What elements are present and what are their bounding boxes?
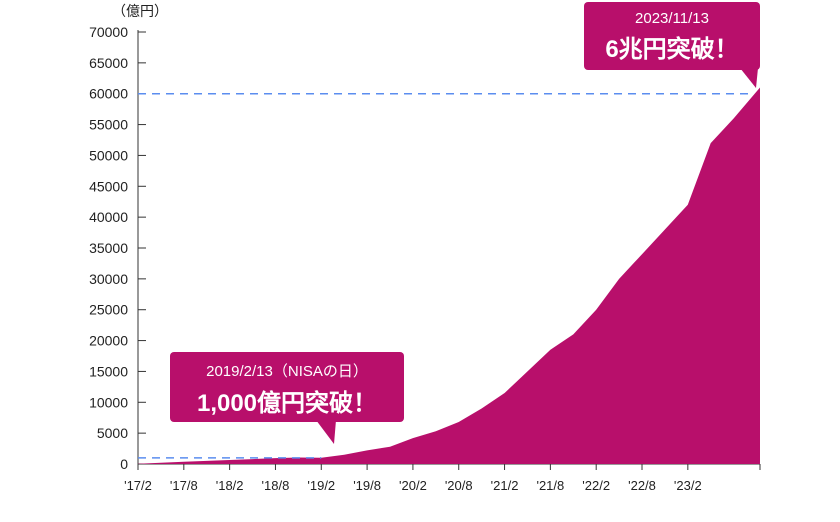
- x-tick-label: '18/8: [262, 478, 290, 493]
- y-tick-label: 70000: [89, 24, 128, 40]
- y-tick-label: 20000: [89, 333, 128, 349]
- x-tick-label: '19/8: [353, 478, 381, 493]
- callout-top-headline: 6兆円突破！: [605, 36, 739, 63]
- y-tick-label: 35000: [89, 240, 128, 256]
- x-tick-label: '17/8: [170, 478, 198, 493]
- y-tick-label: 65000: [89, 55, 128, 71]
- y-axis: 0 5000 10000 15000 20000 25000 30000 35000 40000…: [89, 24, 146, 472]
- y-tick-label: 55000: [89, 117, 128, 133]
- x-tick-label: '20/8: [445, 478, 473, 493]
- y-tick-label: 40000: [89, 209, 128, 225]
- x-tick-label: '23/2: [674, 478, 702, 493]
- y-tick-label: 60000: [89, 86, 128, 102]
- callout-six-trillion: 2023/11/13 6兆円突破！: [584, 2, 760, 70]
- x-tick-label: '18/2: [216, 478, 244, 493]
- y-axis-unit-label: （億円）: [112, 3, 168, 19]
- callout-top-date: 2023/11/13: [635, 10, 709, 27]
- y-tick-label: 10000: [89, 394, 128, 410]
- x-tick-label: '21/8: [536, 478, 564, 493]
- y-tick-label: 25000: [89, 302, 128, 318]
- callout-bottom-headline: 1,000億円突破！: [196, 390, 378, 417]
- callout-one-hundred-billion: 2019/2/13（NISAの日） 1,000億円突破！: [170, 352, 404, 422]
- x-tick-label: '21/2: [491, 478, 519, 493]
- y-tick-label: 45000: [89, 178, 128, 194]
- x-axis: '17/2 '17/8 '18/2 '18/8 '19/2 '19/8 '20/2 '20/8…: [124, 463, 761, 493]
- x-tick-label: '19/2: [307, 478, 335, 493]
- callout-top-pointer: [740, 68, 758, 88]
- x-tick-label: '17/2: [124, 478, 152, 493]
- y-tick-label: 15000: [89, 363, 128, 379]
- x-tick-label: '22/2: [582, 478, 610, 493]
- area-fill: [138, 87, 760, 464]
- area-series: [138, 87, 760, 464]
- x-tick-label: '20/2: [399, 478, 427, 493]
- x-tick-label: '22/8: [628, 478, 656, 493]
- y-tick-label: 5000: [97, 425, 128, 441]
- y-tick-label: 0: [120, 456, 128, 472]
- reference-lines: [138, 92, 754, 459]
- y-tick-label: 30000: [89, 271, 128, 287]
- callout-bottom-pointer: [316, 420, 336, 444]
- y-tick-label: 50000: [89, 147, 128, 163]
- callout-bottom-date: 2019/2/13（NISAの日）: [206, 363, 368, 380]
